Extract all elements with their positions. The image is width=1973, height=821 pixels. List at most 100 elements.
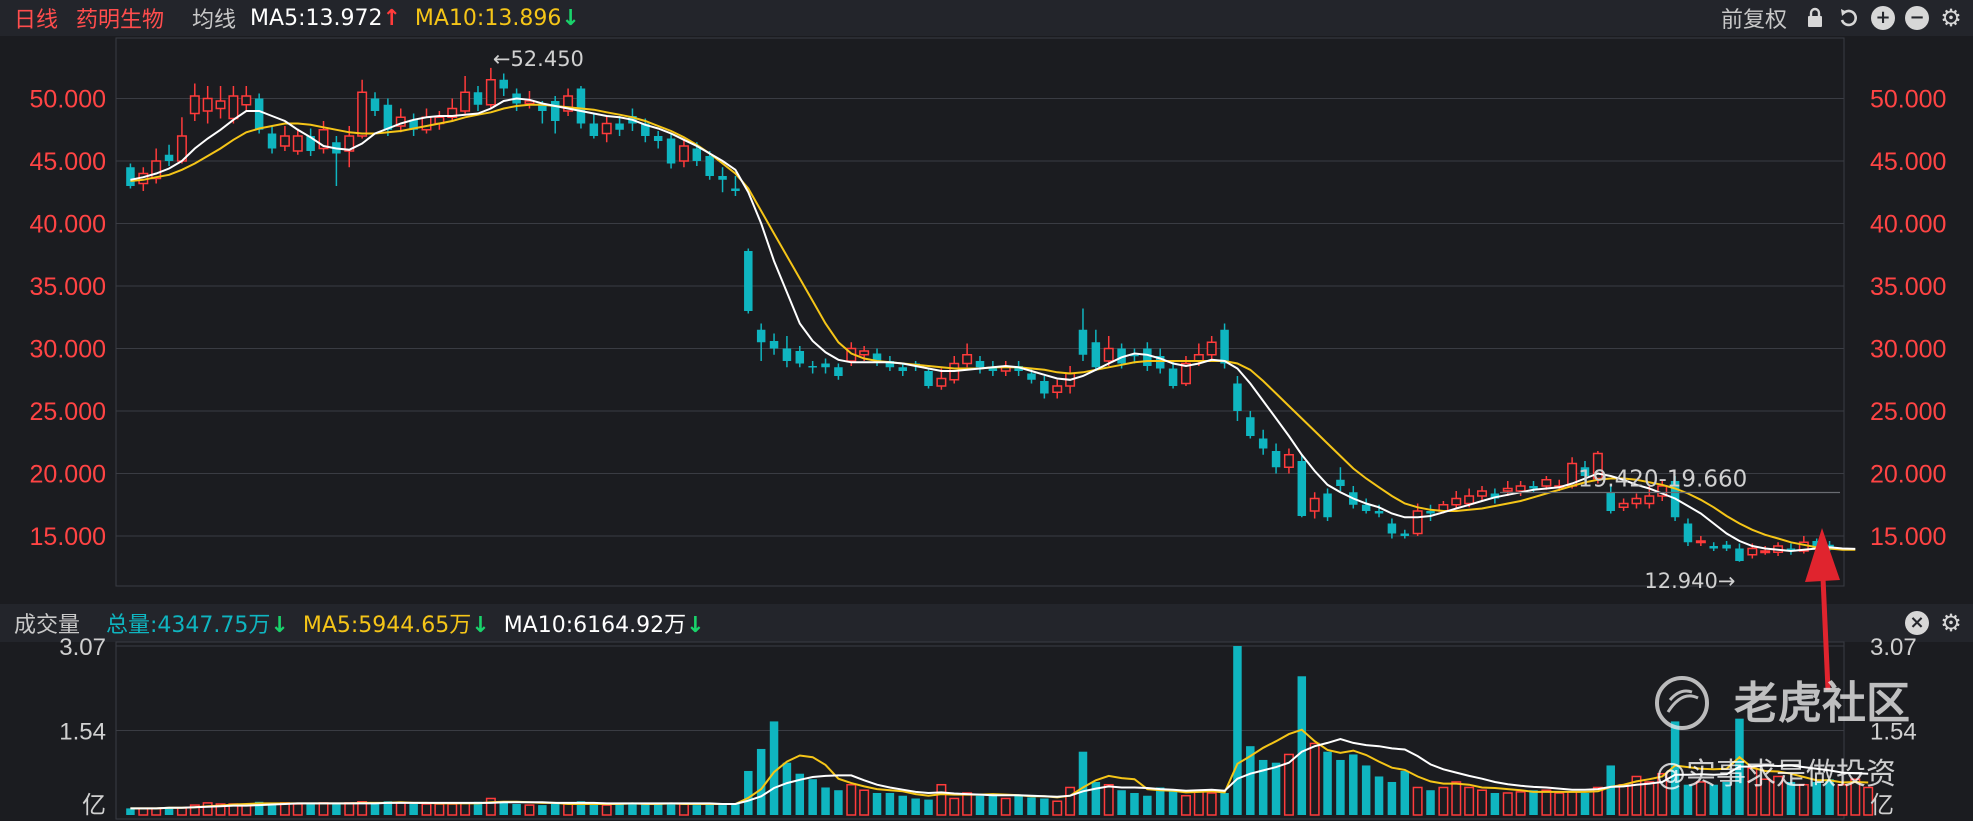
undo-icon[interactable] <box>1837 6 1861 30</box>
candle-body-down <box>1014 366 1023 371</box>
candle <box>499 73 508 96</box>
volume-bar-down <box>795 773 805 815</box>
volume-bar-up <box>1412 786 1423 816</box>
candle <box>383 98 393 136</box>
volume-bar-down <box>641 802 650 815</box>
gear-icon[interactable]: ⚙ <box>1940 4 1962 32</box>
volume-bar-down <box>1786 781 1796 815</box>
volume-bar-up <box>1695 781 1706 816</box>
price-tick-left: 40.000 <box>30 211 106 239</box>
volume-bar-down <box>1027 797 1036 815</box>
candle <box>267 126 277 154</box>
volume-bar-down <box>782 762 792 815</box>
volume-bar-up <box>678 803 689 816</box>
candle-body-up <box>344 135 355 152</box>
candle <box>1709 542 1718 551</box>
lock-icon[interactable] <box>1803 6 1827 30</box>
volume-bar-down <box>576 801 586 815</box>
volume-bar-down <box>1246 746 1255 815</box>
candle <box>1451 491 1462 509</box>
price-ma-lines <box>130 97 1856 553</box>
volume-bar-up <box>395 802 406 816</box>
volume-bar-down <box>653 803 663 815</box>
volume-bar-up <box>485 797 496 816</box>
candle-body-up <box>292 135 303 152</box>
candle-body-down <box>808 366 817 368</box>
period-label[interactable]: 日线 <box>14 8 59 33</box>
candle-body-down <box>1078 329 1088 355</box>
price-tick-right: 50.000 <box>1870 86 1946 114</box>
volume-bar-up <box>447 803 458 816</box>
candle-body-up <box>1760 550 1771 554</box>
candle-body-down <box>589 123 599 136</box>
volume-ma5-text: MA5:5944.65万 <box>302 613 472 638</box>
volume-bar-down <box>1709 784 1718 815</box>
volume-bar-up <box>357 801 368 816</box>
candle-body-down <box>267 133 277 149</box>
volume-bar-down <box>1078 751 1088 815</box>
volume-bar-down <box>1117 790 1126 815</box>
tiger-logo-stripes <box>1666 689 1699 713</box>
adjust-button[interactable]: 前复权 <box>1720 8 1787 33</box>
volume-bar-up <box>1180 794 1191 816</box>
price-tick-left: 30.000 <box>30 336 106 364</box>
candle-body-up <box>241 95 252 106</box>
candle <box>126 163 135 189</box>
candle-body-down <box>769 341 779 349</box>
volume-bar-down <box>589 803 599 815</box>
candle-body-down <box>1722 544 1731 549</box>
candle <box>254 93 264 134</box>
candle-body-down <box>1400 533 1410 536</box>
ma5-text: MA5:13.972 <box>250 5 383 31</box>
candle <box>975 356 985 374</box>
arrow-down-icon: ↓ <box>686 613 705 638</box>
candle <box>641 118 650 143</box>
candle <box>936 368 947 390</box>
candle <box>1387 518 1397 539</box>
range-annotation: 19.420-19.660 <box>1578 467 1747 493</box>
candle <box>1130 348 1139 364</box>
volume-bar-down <box>1168 790 1178 815</box>
ma5-value: MA5:13.972↑ <box>250 6 401 31</box>
candle <box>563 88 574 116</box>
volume-bar-up <box>1000 797 1011 816</box>
price-tick-right: 40.000 <box>1870 211 1946 239</box>
candle <box>1052 379 1063 399</box>
volume-tick-left: 3.07 <box>59 634 106 661</box>
arrow-down-icon: ↓ <box>270 613 289 638</box>
price-tick-right: 30.000 <box>1870 336 1946 364</box>
gear-icon[interactable]: ⚙ <box>1940 609 1962 637</box>
candle-body-up <box>1644 495 1655 505</box>
candle <box>678 138 689 168</box>
candle-body-down <box>731 188 740 191</box>
volume-bar-up <box>1567 791 1578 816</box>
volume-bar-up <box>1631 775 1642 816</box>
candle-body-up <box>1502 487 1513 492</box>
volume-bar-down <box>1220 792 1229 815</box>
candle-body-up <box>1515 485 1526 492</box>
zoom-out-icon[interactable]: − <box>1905 6 1929 30</box>
candle <box>1631 493 1642 509</box>
candle <box>1683 518 1693 546</box>
close-icon[interactable]: × <box>1905 611 1929 635</box>
candle-body-down <box>718 176 727 180</box>
volume-bar-down <box>1143 795 1152 815</box>
volume-bar-down <box>409 803 418 815</box>
tiger-logo-icon <box>1655 676 1709 730</box>
volume-bar-down <box>1400 770 1410 815</box>
candle-body-up <box>1180 362 1191 385</box>
candle-body-up <box>1309 497 1320 512</box>
volume-tools: × ⚙ <box>1905 604 1963 642</box>
volume-bar-down <box>332 803 341 815</box>
volume-bar-down <box>1233 646 1242 815</box>
volume-bar-up <box>962 792 973 816</box>
candle-body-down <box>615 123 624 130</box>
candle-body-down <box>1143 348 1152 366</box>
zoom-in-icon[interactable]: + <box>1871 6 1895 30</box>
volume-bar-up <box>524 804 535 816</box>
chart-tools: 前复权 + − ⚙ <box>1721 0 1963 36</box>
candle <box>1271 443 1281 474</box>
ma-label[interactable]: 均线 <box>192 8 237 33</box>
volume-bar-up <box>1515 791 1526 816</box>
